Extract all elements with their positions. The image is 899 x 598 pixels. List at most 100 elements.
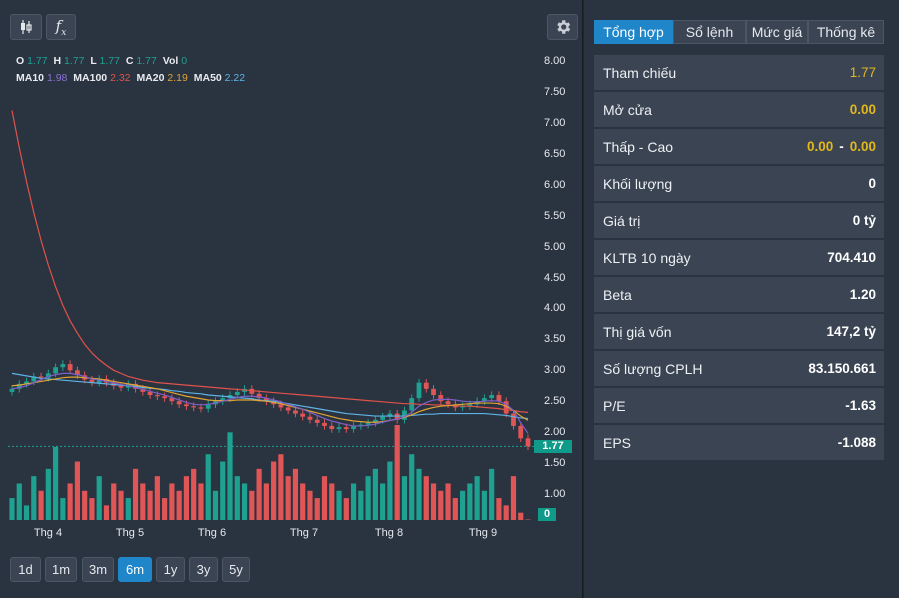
ma20-line (11, 376, 529, 423)
volume-bar (271, 461, 277, 520)
tab-summary[interactable]: Tổng hợp (594, 20, 673, 44)
volume-bar (241, 483, 248, 520)
volume-bar (256, 468, 262, 520)
candle (423, 378, 429, 393)
volume-bar (496, 498, 502, 520)
stat-volume: Khối lượng 0 (594, 166, 884, 201)
volume-bar (314, 498, 320, 520)
indicator-button[interactable]: fx (46, 14, 76, 40)
volume-bar (452, 498, 458, 520)
volume-bar (416, 468, 422, 520)
chart-type-button[interactable] (10, 14, 42, 40)
range-button-3y[interactable]: 3y (189, 557, 218, 582)
volume-bar (350, 483, 357, 520)
range-button-1y[interactable]: 1y (156, 557, 185, 582)
volume-bar (263, 483, 269, 520)
stat-low-high: Thấp - Cao 0.00 - 0.00 (594, 129, 884, 164)
range-button-1d[interactable]: 1d (10, 557, 41, 582)
last-price-tag: 1.77 (534, 440, 572, 453)
volume-bar (438, 490, 444, 520)
volume-bar (503, 505, 509, 520)
volume-bar (111, 483, 117, 520)
candle (96, 375, 102, 387)
volume-bar (525, 519, 531, 520)
volume-bar (198, 483, 204, 520)
volume-bar (372, 468, 378, 520)
volume-bar (518, 512, 524, 520)
candle (67, 360, 73, 374)
volume-bar (125, 498, 131, 520)
y-tick-label: 5.00 (544, 240, 566, 253)
volume-bar (321, 476, 328, 520)
y-tick-label: 7.00 (544, 116, 566, 129)
range-button-3m[interactable]: 3m (82, 557, 114, 582)
candle (263, 394, 269, 405)
gear-icon (556, 20, 570, 34)
x-tick-label: Thg 8 (374, 527, 404, 539)
candle (496, 391, 502, 405)
tab-order-book[interactable]: Sổ lệnh (673, 20, 746, 44)
volume-bar (147, 490, 153, 520)
volume-bar (430, 483, 437, 520)
volume-bar (103, 505, 110, 520)
volume-bar (380, 483, 386, 520)
range-button-5y[interactable]: 5y (222, 557, 250, 582)
volume-bar (300, 483, 306, 520)
candle (518, 422, 524, 443)
volume-bar (285, 476, 291, 520)
y-tick-label: 4.00 (544, 302, 566, 315)
candle (176, 397, 182, 409)
candle (307, 412, 313, 424)
candle (409, 394, 415, 415)
chart-panel: fx O 1.77 H 1.77 L 1.77 C 1.77 Vol 0 MA1… (0, 0, 583, 598)
settings-button[interactable] (547, 14, 578, 40)
candle (402, 406, 407, 424)
candle (416, 378, 422, 402)
volume-bar (445, 483, 451, 520)
candle (511, 409, 516, 430)
volume-bar (394, 425, 400, 520)
volume-bar (459, 490, 466, 520)
range-button-6m[interactable]: 6m (118, 557, 152, 582)
stat-avg-volume-10d: KLTB 10 ngày 704.410 (594, 240, 884, 275)
volume-bar (249, 490, 255, 520)
volume-bar (489, 468, 495, 520)
volume-bar (423, 476, 429, 520)
stat-beta: Beta 1.20 (594, 277, 884, 312)
volume-bar (329, 483, 335, 520)
ma-legend: MA10 1.98 MA100 2.32 MA20 2.19 MA50 2.22 (16, 72, 246, 84)
stat-value: Giá trị 0 tỷ (594, 203, 884, 238)
candlestick-icon (21, 20, 32, 34)
y-tick-label: 1.00 (544, 488, 566, 500)
stat-eps: EPS -1.088 (594, 425, 884, 460)
ma10-line (11, 372, 529, 434)
y-tick-label: 5.50 (544, 209, 566, 222)
volume-bar (365, 476, 371, 520)
x-tick-label: Thg 7 (289, 527, 319, 539)
price-chart[interactable] (0, 50, 540, 530)
candle (336, 423, 342, 433)
y-tick-label: 7.50 (544, 85, 566, 98)
volume-bar (336, 490, 342, 520)
candle (431, 385, 436, 399)
y-tick-label: 1.50 (544, 457, 566, 470)
volume-bar (118, 490, 124, 520)
volume-bar (67, 483, 73, 520)
tab-statistics[interactable]: Thống kê (808, 20, 884, 44)
volume-bar (154, 476, 160, 520)
candle (358, 421, 364, 430)
y-tick-label: 6.00 (544, 178, 566, 191)
candle (387, 409, 393, 421)
range-button-1m[interactable]: 1m (45, 557, 77, 582)
volume-bar (278, 454, 284, 520)
tab-price-levels[interactable]: Mức giá (746, 20, 808, 44)
volume-bar (387, 461, 393, 520)
volume-bar (343, 498, 349, 520)
volume-bar (205, 454, 211, 520)
candle (162, 392, 168, 402)
stat-reference-price: Tham chiếu 1.77 (594, 55, 884, 90)
candle (60, 360, 66, 371)
volume-bar (234, 476, 240, 520)
y-tick-label: 3.00 (544, 364, 566, 377)
y-tick-label: 6.50 (544, 147, 566, 160)
